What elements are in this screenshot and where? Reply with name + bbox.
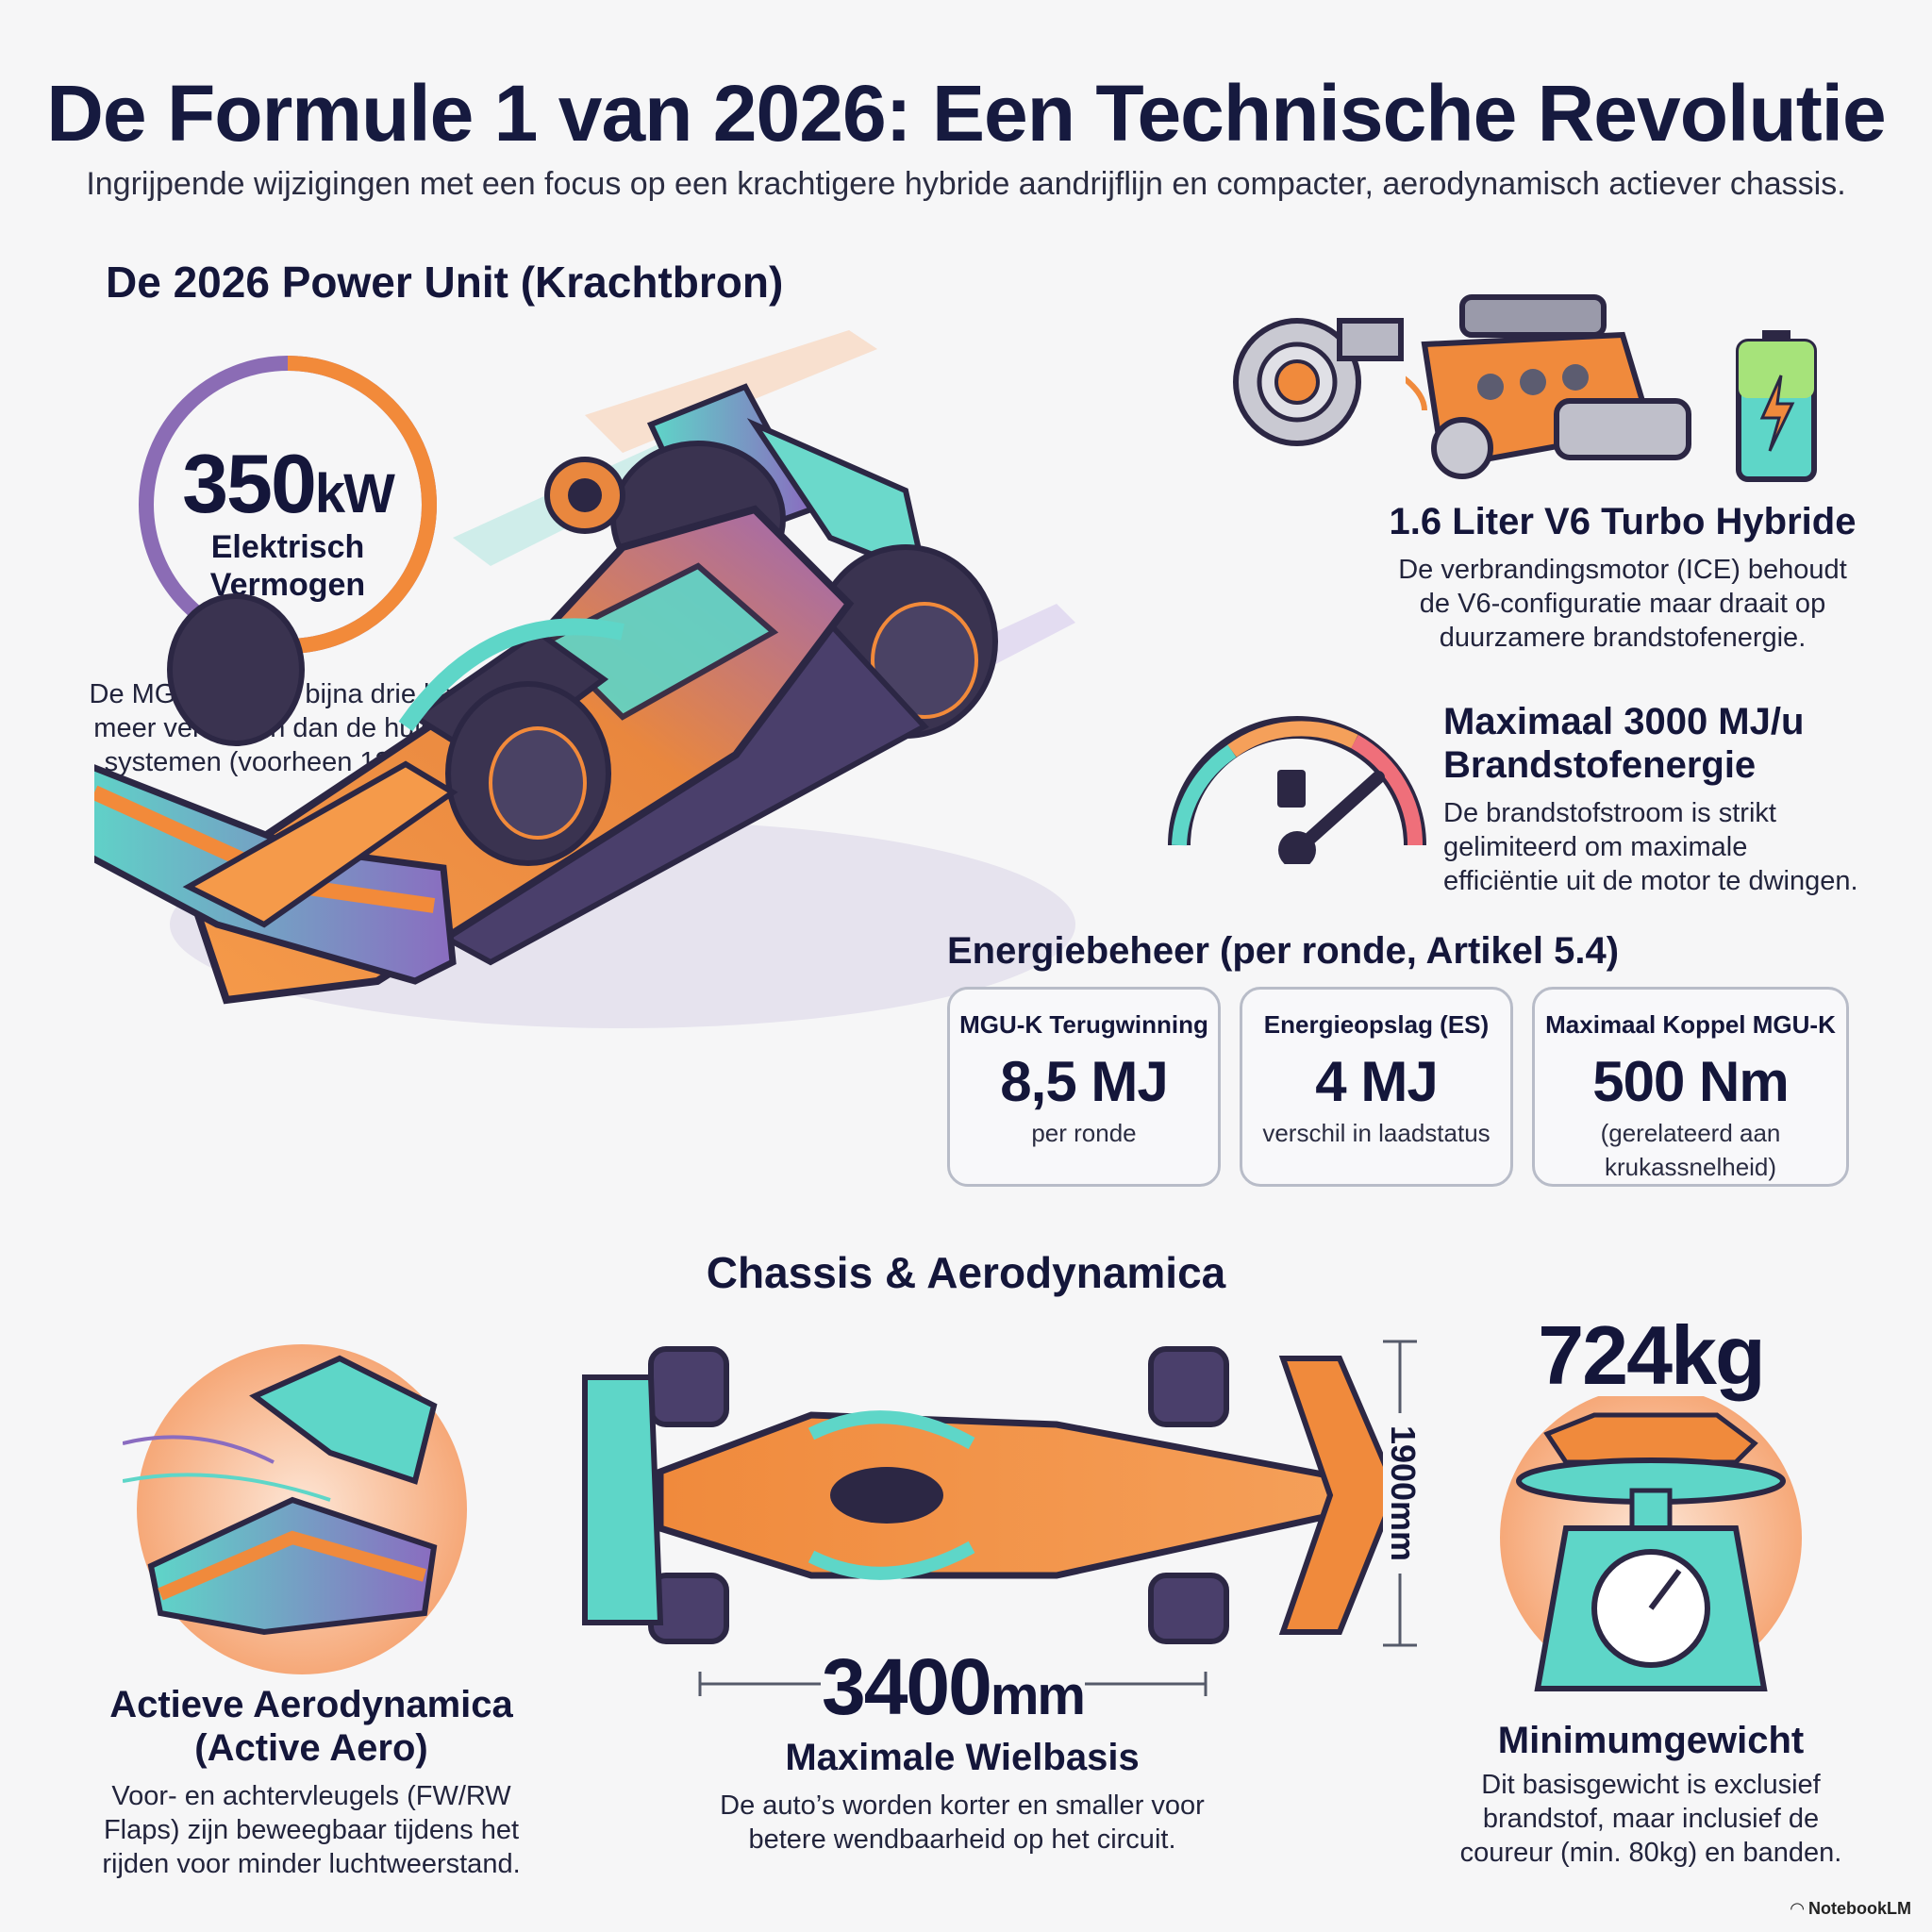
- energy-heading: Energiebeheer (per ronde, Artikel 5.4): [947, 930, 1620, 972]
- aero-title: Actieve Aerodynamica (Active Aero): [109, 1684, 513, 1769]
- weight-title: Minimumgewicht: [1497, 1720, 1805, 1761]
- stat-card-mguk: MGU-K Terugwinning 8,5 MJ per ronde: [947, 987, 1221, 1187]
- stat-label: MGU-K Terugwinning: [959, 1010, 1208, 1039]
- fuel-description: De brandstofstroom is strikt gelimiteerd…: [1443, 798, 1858, 896]
- f1-car-topdown-illustration: [582, 1346, 1396, 1644]
- stat-value: 8,5 MJ: [1000, 1050, 1168, 1113]
- electric-power-value: 350kW: [182, 437, 395, 530]
- stat-card-es: Energieopslag (ES) 4 MJ verschil in laad…: [1240, 987, 1513, 1187]
- power-unit-heading: De 2026 Power Unit (Krachtbron): [106, 258, 784, 307]
- notebooklm-logo-icon: ◠: [1790, 1899, 1809, 1918]
- wheelbase-dimension-line: [698, 1672, 1208, 1696]
- page-subtitle: Ingrijpende wijzigingen met een focus op…: [86, 166, 1846, 202]
- engine-title: 1.6 Liter V6 Turbo Hybride: [1389, 501, 1857, 542]
- weight-value: 724kg: [1538, 1308, 1766, 1402]
- stat-card-torque: Maximaal Koppel MGU-K 500 Nm (gerelateer…: [1532, 987, 1849, 1187]
- page-title: De Formule 1 van 2026: Een Technische Re…: [46, 69, 1886, 158]
- stat-value: 4 MJ: [1315, 1050, 1438, 1113]
- wheelbase-title: Maximale Wielbasis: [785, 1737, 1140, 1778]
- front-wing-icon: [123, 1344, 467, 1674]
- engine-description: De verbrandingsmotor (ICE) behoudt de V6…: [1398, 555, 1847, 653]
- aero-description: Voor- en achtervleugels (FW/RW Flaps) zi…: [102, 1781, 521, 1879]
- electric-power-label: Elektrisch Vermogen: [209, 529, 366, 603]
- stat-label: Maximaal Koppel MGU-K: [1545, 1010, 1836, 1039]
- stat-sub: krukassnelheid): [1604, 1153, 1777, 1181]
- stat-label: Energieopslag (ES): [1263, 1010, 1490, 1039]
- turbo-icon: [1233, 318, 1404, 446]
- stat-sub: per ronde: [1031, 1119, 1137, 1147]
- engine-icon: [1406, 294, 1691, 479]
- weight-description: Dit basisgewicht is exclusief brandstof,…: [1459, 1770, 1842, 1868]
- stat-value: 500 Nm: [1592, 1050, 1789, 1113]
- stat-sub: (gerelateerd aan: [1600, 1119, 1781, 1147]
- fuel-gauge-icon: [1168, 716, 1426, 864]
- stat-sub: verschil in laadstatus: [1262, 1119, 1491, 1147]
- scale-icon: [1500, 1396, 1802, 1691]
- wheelbase-description: De auto’s worden korter en smaller voor …: [720, 1790, 1205, 1855]
- chassis-heading: Chassis & Aerodynamica: [706, 1248, 1226, 1297]
- battery-icon: [1736, 330, 1817, 482]
- width-value: 1900mm: [1383, 1413, 1423, 1574]
- fuel-title: Maximaal 3000 MJ/u Brandstofenergie: [1443, 701, 1805, 786]
- wheelbase-value: 3400mm: [821, 1642, 1086, 1731]
- notebooklm-brand: ◠ NotebookLM: [1790, 1899, 1911, 1918]
- f1-car-isometric-illustration: [94, 330, 1075, 1028]
